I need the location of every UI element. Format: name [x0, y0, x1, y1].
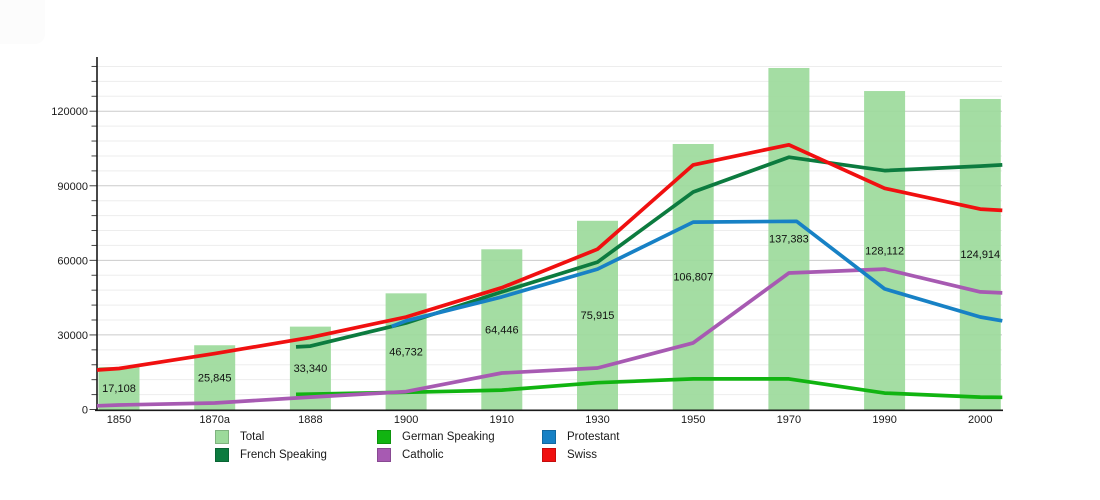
legend-item-french-speaking: French Speaking — [215, 448, 377, 462]
line-catholic — [96, 267, 1003, 408]
legend-item-german-speaking: German Speaking — [377, 430, 542, 444]
legend-item-catholic: Catholic — [377, 448, 542, 462]
y-axis-label: 60000 — [57, 255, 88, 267]
bar-value-label: 33,340 — [294, 363, 328, 375]
x-axis-label: 1950 — [681, 414, 705, 426]
legend-label: Total — [240, 431, 265, 443]
legend-item-total: Total — [215, 430, 377, 444]
x-axis-label: 1910 — [490, 414, 514, 426]
x-axis-label: 2000 — [968, 414, 992, 426]
x-axis-label: 1900 — [394, 414, 418, 426]
legend-label: French Speaking — [240, 449, 327, 461]
line-swiss — [96, 142, 1003, 372]
x-axis-label: 1850 — [107, 414, 131, 426]
y-axis-label: 120000 — [51, 106, 88, 118]
x-axis-label: 1870a — [199, 414, 230, 426]
legend-swatch-icon — [215, 448, 229, 462]
line-protestant — [391, 219, 1003, 329]
y-axis-label: 0 — [82, 405, 88, 417]
bar-value-label: 17,108 — [102, 383, 136, 395]
line-french-speaking — [295, 155, 1003, 349]
bar-value-label: 25,845 — [198, 372, 232, 384]
x-axis-label: 1930 — [585, 414, 609, 426]
bar-value-label: 46,732 — [389, 346, 423, 358]
x-axis-label: 1990 — [872, 414, 896, 426]
bar-value-label: 106,807 — [673, 272, 713, 284]
legend-swatch-icon — [377, 448, 391, 462]
total-bar-2000 — [959, 98, 1001, 410]
legend-label: German Speaking — [402, 431, 495, 443]
total-bar-1850 — [98, 366, 140, 410]
bar-value-label: 75,915 — [581, 310, 615, 322]
corner-artifact — [0, 0, 45, 44]
legend-swatch-icon — [542, 448, 556, 462]
legend-label: Catholic — [402, 449, 444, 461]
bar-value-label: 124,914 — [960, 249, 1000, 261]
total-bar-1990 — [864, 91, 906, 410]
legend-item-protestant: Protestant — [542, 430, 702, 444]
bar-value-label: 137,383 — [769, 234, 809, 246]
legend-swatch-icon — [542, 430, 556, 444]
legend-label: Protestant — [567, 431, 620, 443]
x-axis-label: 1970 — [777, 414, 801, 426]
legend-swatch-icon — [215, 430, 229, 444]
legend-swatch-icon — [377, 430, 391, 444]
bar-value-label: 64,446 — [485, 324, 519, 336]
chart-legend: Total German Speaking Protestant French Spe… — [215, 430, 702, 462]
legend-item-swiss: Swiss — [542, 448, 702, 462]
total-bar-1910 — [481, 249, 523, 410]
legend-label: Swiss — [567, 449, 598, 461]
y-axis-label: 90000 — [57, 181, 88, 193]
total-bar-1970 — [768, 67, 810, 410]
x-axis-label: 1888 — [298, 414, 322, 426]
bar-value-label: 128,112 — [865, 245, 904, 257]
y-axis-label: 30000 — [57, 330, 88, 342]
